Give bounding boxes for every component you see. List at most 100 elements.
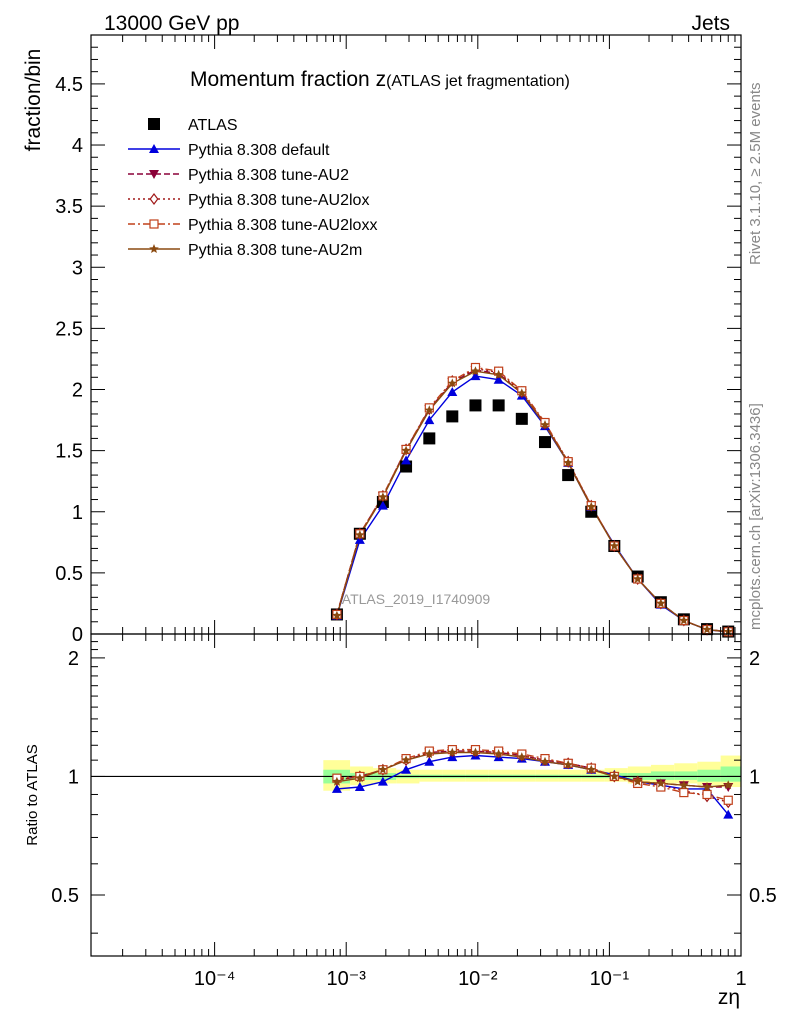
data-point-pythia-8-308-tune-au2m <box>447 378 458 388</box>
main-plot-panel: 0 0.5 1 1.5 2 2.5 3 3.5 4 4.5 fraction/bin Moment… <box>22 34 742 646</box>
ratio-point-pythia-8-308-default <box>424 756 435 766</box>
ratio-point-pythia-8-308-tune-au2m <box>401 755 411 765</box>
legend-label-pythia-8-308-tune-au2m: Pythia 8.308 tune-AU2m <box>188 242 362 259</box>
legend-marker-pythia-8-308-tune-au2m <box>149 244 159 253</box>
data-point-atlas <box>562 469 575 482</box>
analysis-watermark: ATLAS_2019_I1740909 <box>342 591 491 607</box>
data-point-pythia-8-308-tune-au2m <box>378 492 388 502</box>
data-point-pythia-8-308-tune-au2m <box>517 388 527 398</box>
legend-marker-pythia-8-308-default <box>149 144 159 153</box>
y-tick-label: 0 <box>72 624 83 646</box>
ratio-point-pythia-8-308-tune-au2m <box>493 749 504 759</box>
ratio-markers <box>331 744 734 819</box>
data-point-pythia-8-308-tune-au2m <box>401 445 411 455</box>
x-tick-label: 10⁻² <box>458 968 498 990</box>
ratio-plot-frame <box>90 633 742 957</box>
y-tick-label: 4 <box>72 135 83 157</box>
legend-marker-pythia-8-308-tune-au2lox <box>149 193 159 205</box>
ratio-y-tick-label-right: 0.5 <box>749 885 777 907</box>
chart-title-sub: (ATLAS jet fragmentation) <box>386 73 570 90</box>
y-tick-label: 1 <box>72 502 83 524</box>
data-point-pythia-8-308-tune-au2m <box>470 366 481 376</box>
data-point-pythia-8-308-tune-au2m <box>702 624 712 634</box>
ratio-point-pythia-8-308-tune-au2m <box>586 764 596 774</box>
data-point-atlas <box>515 412 528 425</box>
ratio-point-pythia-8-308-default <box>377 776 388 786</box>
x-axis-label: zη <box>718 986 740 1009</box>
data-point-pythia-8-308-tune-au2m <box>609 541 620 550</box>
legend: ATLAS Pythia 8.308 default Pythia 8.308 tu… <box>128 117 377 259</box>
legend-marker-pythia-8-308-tune-au2 <box>149 170 159 179</box>
ratio-point-pythia-8-308-tune-au2loxx <box>679 787 689 798</box>
main-x-axis-ticks <box>122 35 742 634</box>
chart-title: Momentum fraction z(ATLAS jet fragmentat… <box>190 68 570 91</box>
legend-label-pythia-8-308-tune-au2lox: Pythia 8.308 tune-AU2lox <box>188 192 369 209</box>
header-right-label: Jets <box>691 12 730 35</box>
x-tick-label: 10⁻¹ <box>590 968 630 990</box>
ratio-point-pythia-8-308-tune-au2m <box>609 771 620 781</box>
ratio-x-axis-ticks: 10⁻⁴ 10⁻³ 10⁻² 10⁻¹ 1 <box>122 634 747 990</box>
mcplots-label: mcplots.cern.ch [arXiv:1306.3436] <box>747 403 764 630</box>
data-point-atlas <box>469 399 482 412</box>
x-tick-label: 1 <box>735 968 746 990</box>
ratio-point-pythia-8-308-tune-au2m <box>563 759 573 769</box>
ratio-y-axis-label: Ratio to ATLAS <box>24 744 41 845</box>
ratio-y-tick-label: 1 <box>68 766 79 788</box>
data-point-pythia-8-308-tune-au2m <box>424 405 435 415</box>
ratio-point-pythia-8-308-tune-au2m <box>332 776 342 786</box>
data-point-pythia-8-308-default <box>447 386 458 396</box>
legend-label-pythia-8-308-tune-au2: Pythia 8.308 tune-AU2 <box>188 167 349 184</box>
ratio-point-pythia-8-308-tune-au2loxx <box>702 789 712 800</box>
ratio-point-pythia-8-308-tune-au2m <box>679 780 689 790</box>
y-tick-label: 2.5 <box>55 318 83 340</box>
x-tick-label: 10⁻⁴ <box>194 968 235 990</box>
header-left-label: 13000 GeV pp <box>104 12 239 35</box>
data-point-pythia-8-308-default <box>470 371 481 381</box>
ratio-y-tick-label: 0.5 <box>51 885 79 907</box>
y-axis-label: fraction/bin <box>22 49 45 152</box>
band-green-segment <box>697 769 721 782</box>
data-point-pythia-8-308-default <box>493 374 504 384</box>
ratio-point-pythia-8-308-default <box>331 783 342 793</box>
data-point-atlas <box>538 436 551 449</box>
band-green-segment <box>650 771 675 780</box>
legend-marker-pythia-8-308-tune-au2loxx <box>149 219 159 229</box>
data-point-atlas <box>446 410 459 423</box>
data-point-pythia-8-308-tune-au2m <box>563 457 573 467</box>
data-point-pythia-8-308-default <box>377 500 388 510</box>
y-tick-label: 4.5 <box>55 74 83 96</box>
data-point-pythia-8-308-tune-au2m <box>493 369 504 379</box>
data-point-pythia-8-308-tune-au2m <box>632 574 643 583</box>
ratio-point-pythia-8-308-tune-au2m <box>447 747 458 757</box>
ratio-point-pythia-8-308-tune-au2m <box>656 778 666 788</box>
ratio-y-tick-label-right: 1 <box>749 766 760 788</box>
data-point-atlas <box>423 432 436 445</box>
y-tick-label: 0.5 <box>55 563 83 585</box>
x-tick-label: 10⁻³ <box>326 968 366 990</box>
legend-label-atlas: ATLAS <box>188 117 238 134</box>
chart-title-main: Momentum fraction z <box>190 68 386 91</box>
data-point-pythia-8-308-tune-au2m <box>355 530 365 539</box>
rivet-version-label: Rivet 3.1.10, ≥ 2.5M events <box>747 83 764 266</box>
ratio-point-pythia-8-308-tune-au2m <box>378 764 388 774</box>
y-tick-label: 2 <box>72 380 83 402</box>
data-point-pythia-8-308-default <box>424 415 435 425</box>
ratio-line-pythia-8-308-tune-au2loxx <box>336 748 729 801</box>
legend-label-pythia-8-308-tune-au2loxx: Pythia 8.308 tune-AU2loxx <box>188 217 377 234</box>
ratio-point-pythia-8-308-tune-au2m <box>723 780 733 790</box>
data-point-pythia-8-308-default <box>401 455 412 465</box>
ratio-point-pythia-8-308-tune-au2m <box>470 747 481 757</box>
y-tick-label: 1.5 <box>55 441 83 463</box>
ratio-point-pythia-8-308-tune-au2m <box>517 752 527 762</box>
main-y-axis-ticks: 0 0.5 1 1.5 2 2.5 3 3.5 4 4.5 <box>55 34 741 646</box>
data-point-atlas <box>492 399 505 412</box>
ratio-point-pythia-8-308-default <box>354 782 365 792</box>
ratio-y-tick-label: 2 <box>68 648 79 670</box>
ratio-point-pythia-8-308-tune-au2m <box>632 776 643 786</box>
ratio-point-pythia-8-308-tune-au2m <box>540 756 550 766</box>
y-tick-label: 3.5 <box>55 196 83 218</box>
data-point-pythia-8-308-tune-au2m <box>586 501 596 511</box>
data-point-pythia-8-308-tune-au2m <box>679 615 689 625</box>
data-point-pythia-8-308-tune-au2m <box>656 598 666 608</box>
